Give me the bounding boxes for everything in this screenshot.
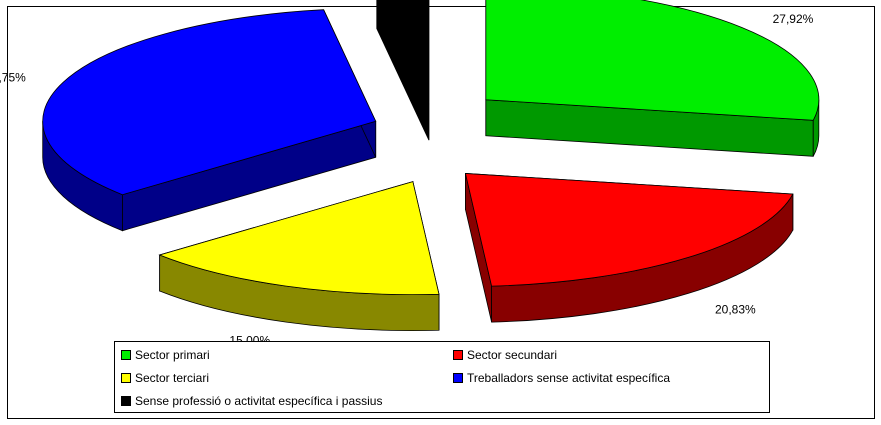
slice-top xyxy=(379,0,430,105)
slice-top xyxy=(464,173,794,287)
slice-data-label: 27,92% xyxy=(773,12,814,26)
legend-label: Sector terciari xyxy=(135,371,210,385)
legend-swatch xyxy=(453,350,463,360)
legend-label: Treballadors sense activitat específica xyxy=(467,371,670,385)
legend-swatch xyxy=(453,373,463,383)
legend-item-sense-professio: Sense professió o activitat específica i… xyxy=(121,394,382,408)
pie-slice-3 xyxy=(42,9,377,232)
legend-swatch xyxy=(121,350,131,360)
legend-item-sector-secundari: Sector secundari xyxy=(453,348,557,362)
slice-data-label: 20,83% xyxy=(715,303,756,317)
pie-slice-4 xyxy=(376,0,430,141)
chart-legend: Sector primari Sector secundari Sector t… xyxy=(114,341,770,413)
pie-slice-0 xyxy=(485,0,820,157)
slice-top xyxy=(158,181,440,295)
pie-slice-2 xyxy=(158,181,440,331)
legend-label: Sense professió o activitat específica i… xyxy=(135,394,383,408)
slice-data-label: 33,75% xyxy=(0,71,26,85)
legend-item-sector-terciari: Sector terciari xyxy=(121,371,209,385)
legend-item-treballadors: Treballadors sense activitat específica xyxy=(453,371,670,385)
legend-swatch xyxy=(121,373,131,383)
slice-top xyxy=(42,9,377,196)
legend-label: Sector secundari xyxy=(467,348,558,362)
slice-top xyxy=(485,0,820,121)
legend-swatch xyxy=(121,396,131,406)
legend-label: Sector primari xyxy=(135,348,210,362)
pie-slice-1 xyxy=(464,173,794,323)
legend-item-sector-primari: Sector primari xyxy=(121,348,210,362)
